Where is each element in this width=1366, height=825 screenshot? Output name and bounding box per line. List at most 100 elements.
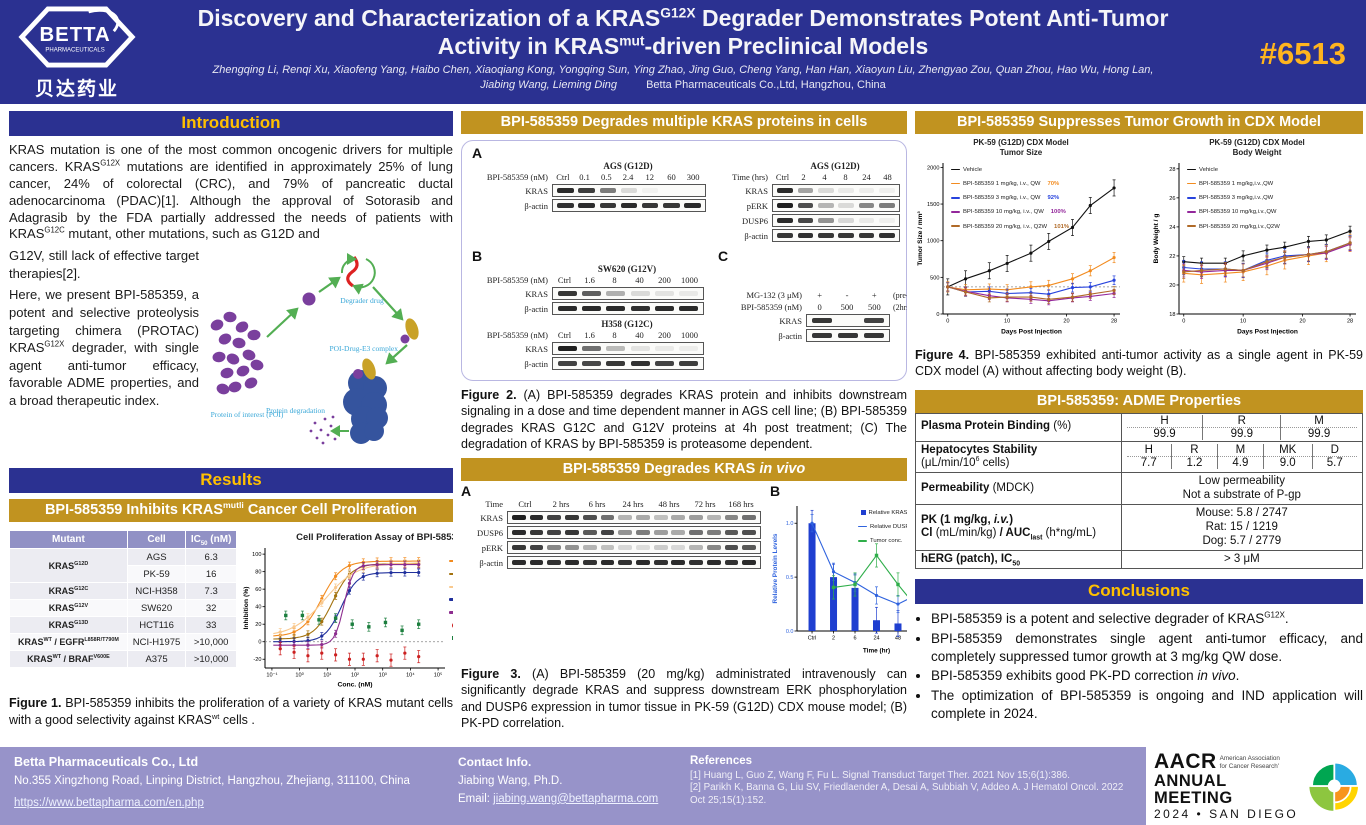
lane-label: 48 [883,172,892,182]
company-logo: BETTA PHARMACEUTICALS 贝达药业 [16,6,138,101]
degrader-drug-icon [340,253,376,296]
legend-marker-icon [449,560,453,563]
blot-row-label: KRAS [525,185,548,196]
lane-label: 40 [635,330,644,340]
blot-band [547,515,562,520]
company-name-chinese: 贝达药业 [34,79,119,100]
blot-band [858,188,875,193]
blot-band [635,560,650,565]
blot-band [878,218,895,223]
legend-marker-icon [951,210,960,213]
blot-band [600,545,615,550]
figure2-panel: A AGS (G12D) BPI-585359 (nM) Ctrl 0.1 0.5 2.4… [461,140,907,381]
adme-title-bar: BPI-585359: ADME Properties [915,389,1363,413]
label-poi-drug-e3-complex: POI-Drug-E3 complex [329,344,398,353]
blot-band [817,203,834,208]
poi-single-protein [302,292,316,306]
blot-band-box [507,511,761,524]
poi-protein-cluster [210,312,264,395]
e3-ligase-complex [343,370,388,445]
blot-band-box [507,556,761,569]
svg-text:1.0: 1.0 [786,521,794,527]
blot-band [653,545,668,550]
legend-marker-icon [452,635,453,641]
lane-label: 8 [612,275,617,285]
figure3-panel-b-label: B [770,483,781,499]
blot-band [679,291,699,296]
blot-band [797,233,814,238]
footer-company-block: Betta Pharmaceuticals Co., Ltd No.355 Xi… [0,747,446,825]
figure3-caption: Figure 3. (A) BPI-585359 (20 mg/kg) admi… [461,667,907,730]
blot-band [630,346,650,351]
blot-row-label: DUSP6 [477,527,503,538]
legend-item: BPI-585359 20 mg/kg, i.v., Q2W 101% [951,223,1069,232]
blot-band [557,291,577,296]
blot-band [777,188,794,193]
legend-item: Tumor conc. [858,537,907,546]
adme-property-value: H R M MK D 7.7 1.2 4.9 9.0 5.7 [1120,440,1363,473]
legend-item: BPI-585359 10 mg/kg, i.v., QW 100% [951,208,1069,217]
svg-text:60: 60 [255,588,261,594]
conclusion-bullet: BPI-585359 demonstrates single agent ant… [931,630,1363,666]
blot-band [606,346,626,351]
blot-band [689,560,703,565]
blot-band [582,530,597,535]
blot-band [641,203,659,208]
legend-marker-icon [861,510,866,515]
mutant-cell: KRASG12C [9,582,128,601]
footer-contact-block: Contact Info. Jiabing Wang, Ph.D. Email:… [446,747,676,825]
blot-row-label: β-actin [524,200,548,211]
legend-marker-icon [951,182,960,185]
svg-text:0: 0 [936,312,939,318]
table-row: KRASG13D HCT116 33 [9,616,237,635]
lane-label: 2.4 [622,172,634,182]
svg-text:Relative Protein Levels: Relative Protein Levels [772,533,779,603]
svg-text:10⁴: 10⁴ [406,672,415,679]
proliferation-chart-box: Cell Proliferation Assay of BPI-585359 1… [241,530,453,689]
svg-text:10⁵: 10⁵ [434,672,443,679]
blot-band [582,346,601,351]
contact-info-title: Contact Info. [458,754,532,769]
blot-band [606,361,626,366]
aacr-logo-block: AACR American Association for Cancer Rese… [1146,746,1366,825]
blot-lane-header-label: MG-132 (3 μM) [746,290,802,300]
adme-table: Plasma Protein Binding (%) H R M 99.9 99.9 99.… [915,412,1363,570]
blot-band-box [552,287,704,300]
table-row: KRASWT / EGFRL858R/T790M NCI-H1975 >10,000 [9,633,237,652]
blot-row-label: β-actin [479,557,503,568]
legend-item: SW620 (G12V) [449,596,453,604]
legend-item: Vehicle [1187,166,1280,175]
mutant-cell: KRASG12D [9,548,128,584]
tumor-chart-title1: PK-59 (G12D) CDX Model [973,138,1069,147]
lane-label: 24 hrs [622,499,644,509]
mutant-cell: KRASWT / EGFRL858R/T790M [9,633,128,652]
poi-drug-e3-complex-icon [400,318,419,344]
blot-band [863,333,885,338]
authors-line1: Zhengqing Li, Renqi Xu, Xiaofeng Yang, H… [212,64,1154,77]
blot-band [858,233,875,238]
blot-band [635,530,650,535]
blot-band [582,361,601,366]
blot-band [706,515,721,520]
poster-title-line1: Discovery and Characterization of a KRAS… [197,5,1169,31]
intro-paragraph-1: KRAS mutation is one of the most common … [9,142,453,242]
blot-band [511,530,526,535]
blot-band [838,233,855,238]
blot-row-label: β-actin [744,230,768,241]
blot-band [878,203,895,208]
contact-email-link[interactable]: jiabing.wang@bettapharma.com [493,792,659,805]
svg-text:6: 6 [853,636,856,642]
poster-title: Discovery and Characterization of a KRAS… [162,4,1204,60]
company-website-link[interactable]: https://www.bettapharma.com/en.php [14,796,204,809]
lane-label: 1.6 [584,330,595,340]
lane-label: Ctrl [518,499,532,509]
svg-text:-20: -20 [253,658,261,664]
blot-band-box [772,199,900,212]
svg-text:500: 500 [930,275,939,281]
blot-band [679,361,699,366]
pkpd-chart: Ctrl262448721680.00.51.00100020003000400… [772,506,907,655]
table-row: KRASG12C NCI-H358 7.3 [9,582,237,601]
blot-band [679,346,699,351]
blot-band [858,218,875,223]
main-content: Introduction KRAS mutation is one of the… [0,104,1366,747]
